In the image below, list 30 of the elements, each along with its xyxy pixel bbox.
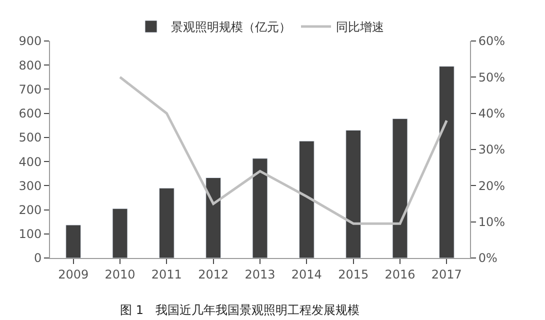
line-series — [118, 76, 448, 225]
y2-tick-label: 40% — [478, 106, 506, 121]
y-tick-label: 900 — [18, 34, 42, 48]
y2-tick-label: 60% — [478, 34, 506, 48]
y-tick-label: 500 — [18, 130, 42, 145]
x-tick-label: 2012 — [198, 267, 229, 282]
x-tick-label: 2013 — [244, 267, 276, 282]
y2-tick-label: 0% — [478, 251, 498, 266]
y2-tick-label: 50% — [478, 70, 506, 84]
y-tick-label: 300 — [18, 178, 42, 193]
x-tick-label: 2016 — [384, 267, 416, 282]
y-tick-label: 800 — [18, 58, 42, 72]
x-tick-label: 2015 — [338, 267, 369, 282]
x-tick-label: 2011 — [151, 267, 182, 282]
legend-label: 景观照明规模（亿元） — [171, 20, 291, 34]
y-tick-label: 200 — [18, 202, 42, 217]
y-tick-label: 700 — [18, 82, 42, 96]
x-tick-label: 2014 — [291, 267, 322, 282]
y-tick-label: 100 — [18, 227, 42, 242]
caption: 图 1 我国近几年我国景观照明工程发展规模 — [120, 303, 360, 317]
y2-tick-label: 10% — [478, 215, 506, 230]
x-tick-label: 2009 — [58, 267, 89, 282]
y-tick-label: 400 — [18, 154, 42, 169]
y2-tick-label: 20% — [478, 178, 506, 193]
y2-tick-label: 30% — [478, 142, 506, 157]
y-tick-label: 600 — [18, 106, 42, 121]
x-tick-label: 2017 — [431, 267, 462, 282]
y-tick-label: 0 — [34, 251, 42, 266]
legend-label: 同比增速 — [336, 20, 384, 34]
x-tick-label: 2010 — [104, 267, 136, 282]
